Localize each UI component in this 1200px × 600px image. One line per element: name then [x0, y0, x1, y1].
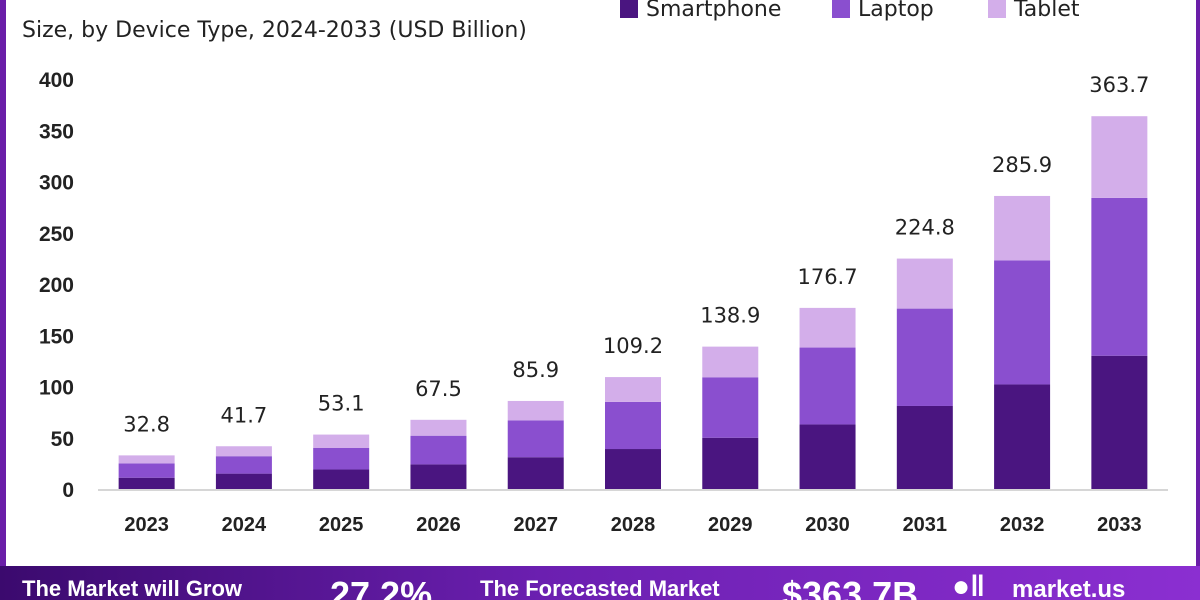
- bar-total-label: 53.1: [318, 392, 365, 416]
- x-tick-label: 2024: [222, 514, 267, 536]
- bar-segment-laptop: [410, 435, 467, 465]
- legend-swatch-laptop: [832, 0, 850, 18]
- bar-total-label: 32.8: [123, 412, 170, 436]
- bar-segment-tablet: [605, 377, 661, 402]
- bar-segment-smartphone: [605, 449, 661, 489]
- bar-segment-laptop: [994, 260, 1051, 385]
- y-tick-label: 0: [62, 479, 74, 502]
- x-tick-label: 2030: [805, 514, 850, 536]
- bar-segment-tablet: [118, 455, 175, 464]
- bar-total-label: 176.7: [797, 265, 857, 289]
- legend-label-laptop: Laptop: [858, 0, 934, 22]
- chart-subtitle: Size, by Device Type, 2024-2033 (USD Bil…: [22, 18, 527, 43]
- footer-forecast-label: The Forecasted Market: [480, 576, 720, 600]
- legend-label-smartphone: Smartphone: [646, 0, 782, 22]
- bar-segment-tablet: [799, 307, 856, 348]
- bar-segment-laptop: [118, 463, 175, 478]
- bar-segment-smartphone: [410, 464, 467, 489]
- legend-label-tablet: Tablet: [1014, 0, 1080, 22]
- bar-segment-laptop: [507, 420, 564, 458]
- legend-swatch-tablet: [988, 0, 1006, 18]
- bar-segment-laptop: [215, 456, 272, 474]
- x-tick-label: 2026: [416, 514, 461, 536]
- bar-segment-laptop: [313, 448, 370, 470]
- bar-segment-smartphone: [702, 437, 759, 489]
- bar-segment-tablet: [994, 195, 1051, 261]
- footer-cagr-value: 27.2%: [330, 574, 433, 600]
- footer-brand: market.us: [1012, 576, 1126, 600]
- y-tick-label: 100: [39, 377, 74, 400]
- x-tick-label: 2029: [708, 514, 753, 536]
- bar-segment-smartphone: [215, 473, 272, 489]
- bar-segment-laptop: [1091, 197, 1148, 356]
- bar-segment-tablet: [702, 346, 759, 378]
- bar-total-label: 85.9: [512, 358, 559, 382]
- bar-segment-smartphone: [1091, 355, 1148, 489]
- x-tick-label: 2027: [513, 514, 558, 536]
- bar-segment-smartphone: [118, 477, 175, 489]
- market-us-logo-icon: ●‖: [952, 570, 986, 600]
- y-tick-label: 200: [39, 274, 74, 297]
- bar-total-label: 224.8: [895, 216, 955, 240]
- legend-item-tablet: Tablet: [988, 0, 1080, 26]
- y-tick-label: 50: [51, 428, 74, 451]
- bar-segment-tablet: [215, 446, 272, 457]
- x-tick-label: 2032: [1000, 514, 1045, 536]
- x-tick-label: 2033: [1097, 514, 1142, 536]
- bar-segment-smartphone: [994, 384, 1051, 489]
- legend-item-laptop: Laptop: [832, 0, 934, 26]
- bar-segment-laptop: [702, 377, 759, 438]
- bar-segment-laptop: [605, 401, 661, 450]
- y-tick-label: 400: [39, 69, 74, 92]
- bar-total-label: 109.2: [603, 334, 663, 358]
- bar-segment-laptop: [799, 347, 856, 425]
- y-tick-label: 150: [39, 325, 74, 348]
- bar-total-label: 138.9: [700, 304, 760, 328]
- footer-banner: The Market will Grow 27.2% The Forecaste…: [0, 566, 1200, 600]
- x-tick-label: 2023: [124, 514, 169, 536]
- stacked-bar-chart: 0 50 100 150 200 250 300 350 400 32.8 2023 41.7 2024…: [39, 69, 1168, 536]
- y-tick-label: 300: [39, 172, 74, 195]
- bar-segment-tablet: [1091, 116, 1148, 198]
- bar-segment-smartphone: [313, 469, 370, 489]
- bar-segment-tablet: [313, 434, 370, 448]
- x-tick-label: 2031: [903, 514, 948, 536]
- y-tick-label: 250: [39, 223, 74, 246]
- x-tick-label: 2025: [319, 514, 364, 536]
- bar-total-label: 41.7: [221, 403, 268, 427]
- bar-total-label: 285.9: [992, 153, 1052, 177]
- footer-growth-label: The Market will Grow: [22, 576, 243, 600]
- bar-total-label: 363.7: [1089, 73, 1149, 97]
- y-tick-label: 350: [39, 120, 74, 143]
- bar-segment-smartphone: [507, 457, 564, 489]
- bar-segment-tablet: [410, 419, 467, 436]
- bar-segment-tablet: [507, 400, 564, 421]
- bar-total-label: 67.5: [415, 377, 462, 401]
- footer-forecast-value: $363.7B: [782, 574, 919, 600]
- legend-swatch-smartphone: [620, 0, 638, 18]
- x-tick-label: 2028: [611, 514, 656, 536]
- bar-segment-laptop: [896, 308, 953, 406]
- legend-item-smartphone: Smartphone: [620, 0, 781, 26]
- bar-segment-smartphone: [799, 424, 856, 489]
- bar-segment-smartphone: [896, 405, 953, 489]
- bar-segment-tablet: [896, 258, 953, 309]
